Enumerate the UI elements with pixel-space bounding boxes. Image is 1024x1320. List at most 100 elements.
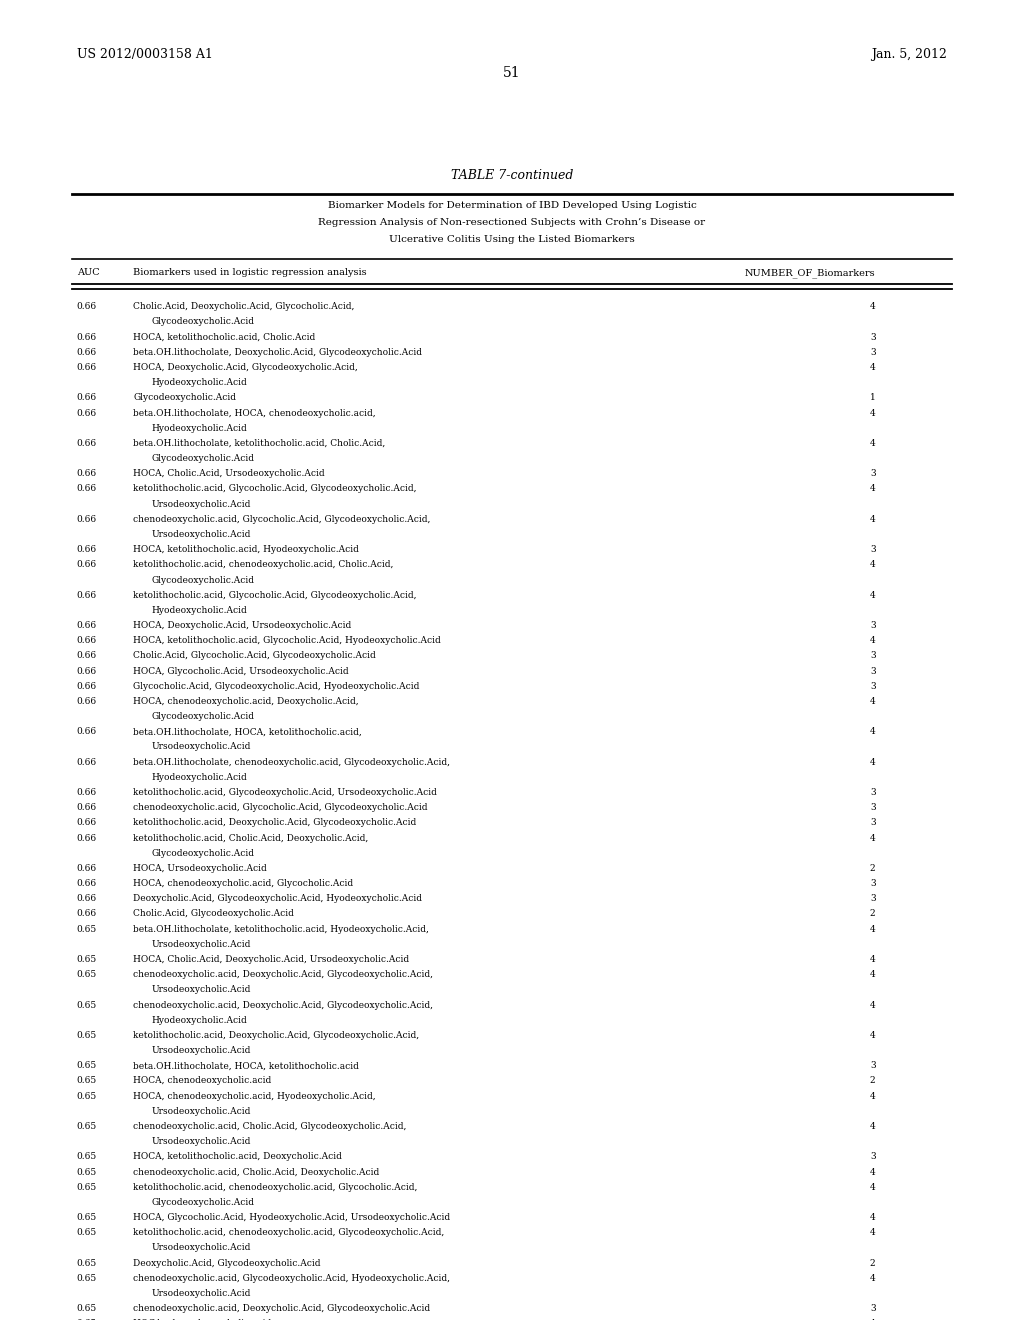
- Text: HOCA, Ursodeoxycholic.Acid: HOCA, Ursodeoxycholic.Acid: [133, 863, 267, 873]
- Text: Ursodeoxycholic.Acid: Ursodeoxycholic.Acid: [152, 940, 251, 949]
- Text: 2: 2: [870, 863, 876, 873]
- Text: Ursodeoxycholic.Acid: Ursodeoxycholic.Acid: [152, 1106, 251, 1115]
- Text: 0.66: 0.66: [77, 363, 97, 372]
- Text: Ursodeoxycholic.Acid: Ursodeoxycholic.Acid: [152, 742, 251, 751]
- Text: 0.65: 0.65: [77, 1213, 97, 1222]
- Text: 0.65: 0.65: [77, 1092, 97, 1101]
- Text: 0.66: 0.66: [77, 393, 97, 403]
- Text: 4: 4: [869, 636, 876, 645]
- Text: HOCA, Deoxycholic.Acid, Ursodeoxycholic.Acid: HOCA, Deoxycholic.Acid, Ursodeoxycholic.…: [133, 620, 351, 630]
- Text: 2: 2: [870, 1258, 876, 1267]
- Text: 0.66: 0.66: [77, 636, 97, 645]
- Text: 0.65: 0.65: [77, 1061, 97, 1071]
- Text: beta.OH.lithocholate, chenodeoxycholic.acid, Glycodeoxycholic.Acid,: beta.OH.lithocholate, chenodeoxycholic.a…: [133, 758, 451, 767]
- Text: beta.OH.lithocholate, ketolithocholic.acid, Hyodeoxycholic.Acid,: beta.OH.lithocholate, ketolithocholic.ac…: [133, 924, 429, 933]
- Text: ketolithocholic.acid, chenodeoxycholic.acid, Glycocholic.Acid,: ketolithocholic.acid, chenodeoxycholic.a…: [133, 1183, 418, 1192]
- Text: Hyodeoxycholic.Acid: Hyodeoxycholic.Acid: [152, 378, 248, 387]
- Text: ketolithocholic.acid, chenodeoxycholic.acid, Glycodeoxycholic.Acid,: ketolithocholic.acid, chenodeoxycholic.a…: [133, 1228, 444, 1237]
- Text: 0.65: 0.65: [77, 924, 97, 933]
- Text: Glycodeoxycholic.Acid: Glycodeoxycholic.Acid: [152, 711, 255, 721]
- Text: 0.66: 0.66: [77, 620, 97, 630]
- Text: US 2012/0003158 A1: US 2012/0003158 A1: [77, 48, 213, 61]
- Text: ketolithocholic.acid, Glycodeoxycholic.Acid, Ursodeoxycholic.Acid: ketolithocholic.acid, Glycodeoxycholic.A…: [133, 788, 437, 797]
- Text: HOCA, chenodeoxycholic.acid: HOCA, chenodeoxycholic.acid: [133, 1076, 271, 1085]
- Text: Glycodeoxycholic.Acid: Glycodeoxycholic.Acid: [152, 1197, 255, 1206]
- Text: 3: 3: [870, 333, 876, 342]
- Text: 0.66: 0.66: [77, 894, 97, 903]
- Text: 4: 4: [869, 1213, 876, 1222]
- Text: Hyodeoxycholic.Acid: Hyodeoxycholic.Acid: [152, 606, 248, 615]
- Text: 0.66: 0.66: [77, 302, 97, 312]
- Text: 0.65: 0.65: [77, 1274, 97, 1283]
- Text: 4: 4: [869, 924, 876, 933]
- Text: 51: 51: [503, 66, 521, 81]
- Text: 0.65: 0.65: [77, 1001, 97, 1010]
- Text: HOCA, Cholic.Acid, Deoxycholic.Acid, Ursodeoxycholic.Acid: HOCA, Cholic.Acid, Deoxycholic.Acid, Urs…: [133, 954, 410, 964]
- Text: 0.66: 0.66: [77, 863, 97, 873]
- Text: 2: 2: [870, 909, 876, 919]
- Text: ketolithocholic.acid, chenodeoxycholic.acid, Cholic.Acid,: ketolithocholic.acid, chenodeoxycholic.a…: [133, 560, 393, 569]
- Text: 3: 3: [870, 667, 876, 676]
- Text: 0.65: 0.65: [77, 1167, 97, 1176]
- Text: ketolithocholic.acid, Deoxycholic.Acid, Glycodeoxycholic.Acid,: ketolithocholic.acid, Deoxycholic.Acid, …: [133, 1031, 419, 1040]
- Text: 0.65: 0.65: [77, 1031, 97, 1040]
- Text: chenodeoxycholic.acid, Glycocholic.Acid, Glycodeoxycholic.Acid: chenodeoxycholic.acid, Glycocholic.Acid,…: [133, 803, 428, 812]
- Text: 4: 4: [869, 590, 876, 599]
- Text: chenodeoxycholic.acid, Deoxycholic.Acid, Glycodeoxycholic.Acid,: chenodeoxycholic.acid, Deoxycholic.Acid,…: [133, 970, 433, 979]
- Text: 4: 4: [869, 1167, 876, 1176]
- Text: Glycodeoxycholic.Acid: Glycodeoxycholic.Acid: [152, 454, 255, 463]
- Text: beta.OH.lithocholate, HOCA, ketolithocholic.acid,: beta.OH.lithocholate, HOCA, ketolithocho…: [133, 727, 361, 737]
- Text: ketolithocholic.acid, Deoxycholic.Acid, Glycodeoxycholic.Acid: ketolithocholic.acid, Deoxycholic.Acid, …: [133, 818, 417, 828]
- Text: 3: 3: [870, 347, 876, 356]
- Text: Deoxycholic.Acid, Glycodeoxycholic.Acid: Deoxycholic.Acid, Glycodeoxycholic.Acid: [133, 1258, 321, 1267]
- Text: 4: 4: [869, 697, 876, 706]
- Text: Glycodeoxycholic.Acid: Glycodeoxycholic.Acid: [152, 849, 255, 858]
- Text: 3: 3: [870, 1152, 876, 1162]
- Text: Ursodeoxycholic.Acid: Ursodeoxycholic.Acid: [152, 1243, 251, 1253]
- Text: chenodeoxycholic.acid, Deoxycholic.Acid, Glycodeoxycholic.Acid: chenodeoxycholic.acid, Deoxycholic.Acid,…: [133, 1304, 430, 1313]
- Text: ketolithocholic.acid, Glycocholic.Acid, Glycodeoxycholic.Acid,: ketolithocholic.acid, Glycocholic.Acid, …: [133, 484, 417, 494]
- Text: 0.66: 0.66: [77, 515, 97, 524]
- Text: 0.65: 0.65: [77, 1228, 97, 1237]
- Text: 4: 4: [869, 1092, 876, 1101]
- Text: 0.65: 0.65: [77, 1183, 97, 1192]
- Text: 0.66: 0.66: [77, 818, 97, 828]
- Text: 4: 4: [869, 560, 876, 569]
- Text: chenodeoxycholic.acid, Glycodeoxycholic.Acid, Hyodeoxycholic.Acid,: chenodeoxycholic.acid, Glycodeoxycholic.…: [133, 1274, 451, 1283]
- Text: beta.OH.lithocholate, Deoxycholic.Acid, Glycodeoxycholic.Acid: beta.OH.lithocholate, Deoxycholic.Acid, …: [133, 347, 422, 356]
- Text: Hyodeoxycholic.Acid: Hyodeoxycholic.Acid: [152, 772, 248, 781]
- Text: 3: 3: [870, 1304, 876, 1313]
- Text: HOCA, chenodeoxycholic.acid, Hyodeoxycholic.Acid,: HOCA, chenodeoxycholic.acid, Hyodeoxycho…: [133, 1092, 376, 1101]
- Text: 0.65: 0.65: [77, 1122, 97, 1131]
- Text: HOCA, Glycocholic.Acid, Hyodeoxycholic.Acid, Ursodeoxycholic.Acid: HOCA, Glycocholic.Acid, Hyodeoxycholic.A…: [133, 1213, 451, 1222]
- Text: 4: 4: [869, 484, 876, 494]
- Text: Biomarkers used in logistic regression analysis: Biomarkers used in logistic regression a…: [133, 268, 367, 277]
- Text: 4: 4: [869, 1031, 876, 1040]
- Text: Biomarker Models for Determination of IBD Developed Using Logistic: Biomarker Models for Determination of IB…: [328, 201, 696, 210]
- Text: Glycodeoxycholic.Acid: Glycodeoxycholic.Acid: [133, 393, 237, 403]
- Text: 3: 3: [870, 803, 876, 812]
- Text: 0.65: 0.65: [77, 1152, 97, 1162]
- Text: 0.65: 0.65: [77, 970, 97, 979]
- Text: Ursodeoxycholic.Acid: Ursodeoxycholic.Acid: [152, 529, 251, 539]
- Text: 1: 1: [869, 393, 876, 403]
- Text: 3: 3: [870, 788, 876, 797]
- Text: 0.66: 0.66: [77, 681, 97, 690]
- Text: Cholic.Acid, Glycocholic.Acid, Glycodeoxycholic.Acid: Cholic.Acid, Glycocholic.Acid, Glycodeox…: [133, 651, 376, 660]
- Text: 0.66: 0.66: [77, 909, 97, 919]
- Text: 0.66: 0.66: [77, 803, 97, 812]
- Text: 4: 4: [869, 758, 876, 767]
- Text: 4: 4: [869, 438, 876, 447]
- Text: beta.OH.lithocholate, HOCA, ketolithocholic.acid: beta.OH.lithocholate, HOCA, ketolithocho…: [133, 1061, 359, 1071]
- Text: 3: 3: [870, 620, 876, 630]
- Text: Hyodeoxycholic.Acid: Hyodeoxycholic.Acid: [152, 424, 248, 433]
- Text: Cholic.Acid, Glycodeoxycholic.Acid: Cholic.Acid, Glycodeoxycholic.Acid: [133, 909, 294, 919]
- Text: Jan. 5, 2012: Jan. 5, 2012: [871, 48, 947, 61]
- Text: Glycodeoxycholic.Acid: Glycodeoxycholic.Acid: [152, 317, 255, 326]
- Text: 0.66: 0.66: [77, 545, 97, 554]
- Text: 0.66: 0.66: [77, 408, 97, 417]
- Text: 4: 4: [869, 1001, 876, 1010]
- Text: 4: 4: [869, 727, 876, 737]
- Text: 0.66: 0.66: [77, 484, 97, 494]
- Text: 3: 3: [870, 1061, 876, 1071]
